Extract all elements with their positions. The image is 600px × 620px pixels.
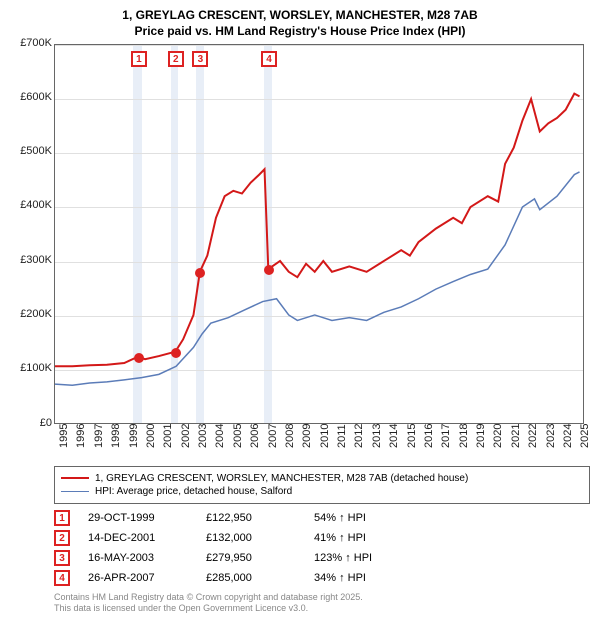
x-axis-label: 2003 <box>197 423 209 447</box>
x-axis-label: 2001 <box>162 423 174 447</box>
x-axis-label: 2019 <box>475 423 487 447</box>
sale-marker-dot <box>195 268 205 278</box>
sale-index-box: 1 <box>54 510 70 526</box>
x-axis-label: 2024 <box>562 423 574 447</box>
sale-price: £122,950 <box>206 512 296 524</box>
chart-area: 1234 £0£100K£200K£300K£400K£500K£600K£70… <box>10 44 590 460</box>
sale-hpi: 41% ↑ HPI <box>314 532 404 544</box>
sale-marker-label: 4 <box>261 51 277 67</box>
legend-label: 1, GREYLAG CRESCENT, WORSLEY, MANCHESTER… <box>95 473 468 484</box>
x-axis-label: 2023 <box>545 423 557 447</box>
x-axis-label: 2011 <box>336 424 348 448</box>
sale-hpi: 34% ↑ HPI <box>314 572 404 584</box>
y-axis-label: £100K <box>10 362 52 374</box>
x-axis-label: 2004 <box>214 423 226 447</box>
sale-marker-label: 2 <box>168 51 184 67</box>
sale-date: 29-OCT-1999 <box>88 512 188 524</box>
x-axis-label: 2013 <box>371 423 383 447</box>
sales-table: 1 29-OCT-1999 £122,950 54% ↑ HPI 2 14-DEC-200… <box>54 510 590 586</box>
sale-marker-dot <box>171 348 181 358</box>
x-axis-label: 2022 <box>527 423 539 447</box>
chart-title-line2: Price paid vs. HM Land Registry's House … <box>10 24 590 38</box>
sale-row: 1 29-OCT-1999 £122,950 54% ↑ HPI <box>54 510 590 526</box>
sale-date: 26-APR-2007 <box>88 572 188 584</box>
sale-date: 14-DEC-2001 <box>88 532 188 544</box>
legend-swatch <box>61 477 89 479</box>
footer: Contains HM Land Registry data © Crown c… <box>54 592 590 615</box>
x-axis-label: 2021 <box>510 423 522 447</box>
sale-row: 4 26-APR-2007 £285,000 34% ↑ HPI <box>54 570 590 586</box>
chart-title-line1: 1, GREYLAG CRESCENT, WORSLEY, MANCHESTER… <box>10 8 590 24</box>
x-axis-label: 2016 <box>423 423 435 447</box>
x-axis-label: 2025 <box>579 423 591 447</box>
x-axis-label: 2008 <box>284 423 296 447</box>
sale-marker-dot <box>264 265 274 275</box>
x-axis-label: 1997 <box>93 423 105 447</box>
sale-index-box: 4 <box>54 570 70 586</box>
legend-item: HPI: Average price, detached house, Salf… <box>61 486 583 497</box>
sale-price: £132,000 <box>206 532 296 544</box>
x-axis-label: 1996 <box>75 423 87 447</box>
x-axis-label: 2015 <box>406 423 418 447</box>
x-axis-label: 1995 <box>58 423 70 447</box>
x-axis-label: 2000 <box>145 423 157 447</box>
legend-item: 1, GREYLAG CRESCENT, WORSLEY, MANCHESTER… <box>61 473 583 484</box>
sale-index-box: 3 <box>54 550 70 566</box>
sale-row: 2 14-DEC-2001 £132,000 41% ↑ HPI <box>54 530 590 546</box>
series-hpi <box>55 172 580 385</box>
sale-hpi: 54% ↑ HPI <box>314 512 404 524</box>
footer-line1: Contains HM Land Registry data © Crown c… <box>54 592 590 604</box>
plot-area: 1 23 4 <box>54 44 584 424</box>
x-axis-label: 2007 <box>267 423 279 447</box>
legend-label: HPI: Average price, detached house, Salf… <box>95 486 292 497</box>
y-axis-label: £600K <box>10 91 52 103</box>
sale-price: £285,000 <box>206 572 296 584</box>
y-axis-label: £200K <box>10 308 52 320</box>
x-axis-label: 2018 <box>458 423 470 447</box>
sale-hpi: 123% ↑ HPI <box>314 552 404 564</box>
chart-container: 1, GREYLAG CRESCENT, WORSLEY, MANCHESTER… <box>0 0 600 620</box>
x-axis-label: 2002 <box>180 423 192 447</box>
footer-line2: This data is licensed under the Open Gov… <box>54 603 590 615</box>
sale-row: 3 16-MAY-2003 £279,950 123% ↑ HPI <box>54 550 590 566</box>
y-axis-label: £0 <box>10 417 52 429</box>
sale-index-box: 2 <box>54 530 70 546</box>
series-price_paid <box>55 93 580 366</box>
y-axis-label: £700K <box>10 37 52 49</box>
x-axis-label: 2005 <box>232 423 244 447</box>
sale-price: £279,950 <box>206 552 296 564</box>
legend: 1, GREYLAG CRESCENT, WORSLEY, MANCHESTER… <box>54 466 590 504</box>
sale-date: 16-MAY-2003 <box>88 552 188 564</box>
x-axis-label: 1999 <box>128 423 140 447</box>
x-axis-label: 2014 <box>388 423 400 447</box>
legend-swatch <box>61 491 89 492</box>
x-axis-label: 2012 <box>353 423 365 447</box>
y-axis-label: £500K <box>10 145 52 157</box>
x-axis-label: 2010 <box>319 423 331 447</box>
sale-marker-label: 1 <box>131 51 147 67</box>
x-axis-label: 2006 <box>249 423 261 447</box>
sale-marker-dot <box>134 353 144 363</box>
x-axis-label: 2020 <box>492 423 504 447</box>
x-axis-label: 2017 <box>440 423 452 447</box>
y-axis-label: £400K <box>10 199 52 211</box>
y-axis-label: £300K <box>10 254 52 266</box>
sale-marker-label: 3 <box>192 51 208 67</box>
x-axis-label: 2009 <box>301 423 313 447</box>
x-axis-label: 1998 <box>110 423 122 447</box>
